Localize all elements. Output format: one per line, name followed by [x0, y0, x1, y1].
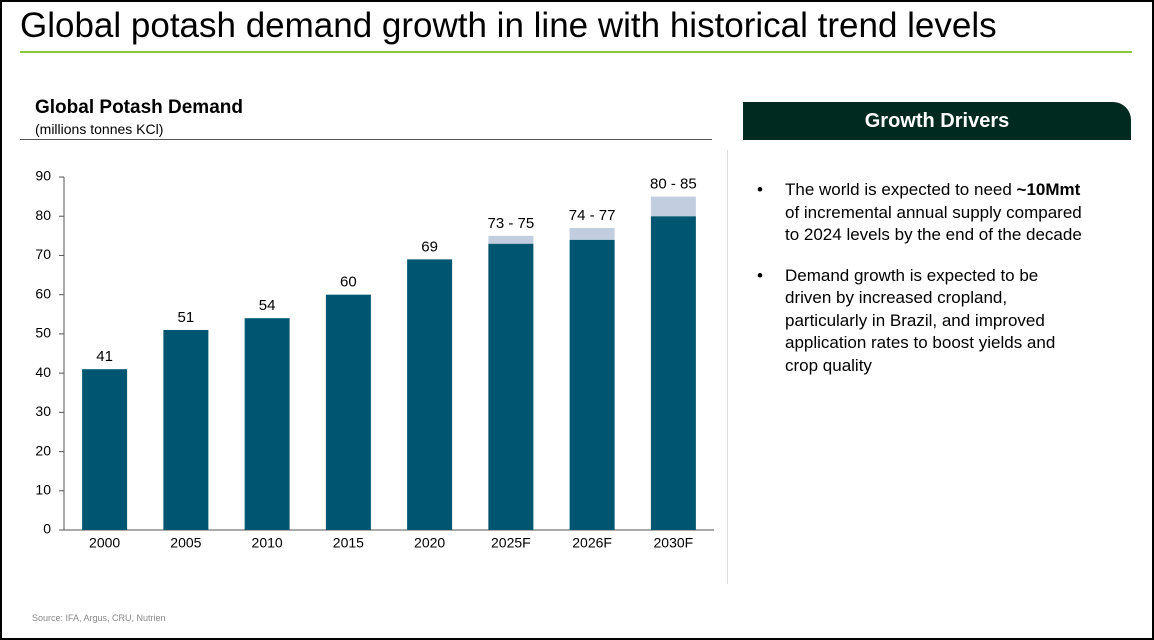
y-tick-label: 50: [35, 325, 51, 341]
bullet: Demand growth is expected to be driven b…: [757, 265, 1087, 378]
bar: [569, 239, 615, 530]
panel-header: Growth Drivers: [743, 102, 1131, 140]
x-tick-label: 2000: [89, 535, 120, 551]
data-label: 54: [259, 297, 276, 314]
title-rule: [20, 51, 1132, 53]
data-label: 60: [340, 274, 357, 291]
bar: [650, 216, 696, 530]
data-label: 80 - 85: [650, 176, 697, 193]
chart-subtitle: (millions tonnes KCl): [35, 121, 164, 137]
y-tick-label: 40: [35, 364, 51, 380]
range-bar: [650, 196, 696, 217]
x-tick-label: 2030F: [654, 535, 694, 551]
chart-rule: [20, 139, 712, 140]
bar: [244, 318, 290, 530]
range-bar: [569, 227, 615, 240]
bullet-list: The world is expected to need ~10Mmt of …: [757, 179, 1087, 395]
bar: [407, 259, 453, 530]
x-tick-label: 2026F: [572, 535, 612, 551]
y-tick-label: 0: [43, 521, 51, 537]
y-tick-label: 20: [35, 442, 51, 458]
chart: 0 10 20 30 40 50 60 70 80 90 2000 41 2005 51 2010 54 201…: [35, 168, 714, 551]
y-tick-label: 90: [35, 168, 51, 184]
chart-title: Global Potash Demand: [35, 97, 243, 118]
y-tick-label: 30: [35, 403, 51, 419]
bullet-text: of incremental annual supply compared to…: [785, 202, 1082, 245]
bar: [163, 329, 209, 530]
data-label: 41: [96, 348, 113, 365]
bullet-emphasis: ~10Mmt: [1016, 180, 1081, 199]
y-tick-label: 60: [35, 285, 51, 301]
x-tick-label: 2015: [333, 535, 364, 551]
bar: [82, 369, 128, 530]
bullet: The world is expected to need ~10Mmt of …: [757, 179, 1087, 247]
x-tick-label: 2025F: [491, 535, 531, 551]
bullet-text: Demand growth is expected to be driven b…: [785, 265, 1056, 375]
y-tick-label: 80: [35, 207, 51, 223]
data-label: 51: [178, 309, 195, 326]
divider: [727, 150, 728, 584]
y-tick-label: 10: [35, 481, 51, 497]
data-label: 74 - 77: [569, 207, 616, 224]
data-label: 73 - 75: [488, 215, 535, 232]
data-label: 69: [421, 238, 438, 255]
bullet-text: The world is expected to need: [785, 180, 1017, 199]
slide-title: Global potash demand growth in line with…: [20, 6, 997, 45]
x-tick-label: 2010: [252, 535, 283, 551]
bar: [325, 294, 371, 530]
bar: [488, 243, 534, 530]
x-tick-label: 2005: [170, 535, 201, 551]
y-tick-label: 70: [35, 246, 51, 262]
source-note: Source: IFA, Argus, CRU, Nutrien: [32, 613, 166, 623]
range-bar: [488, 235, 534, 244]
x-tick-label: 2020: [414, 535, 445, 551]
